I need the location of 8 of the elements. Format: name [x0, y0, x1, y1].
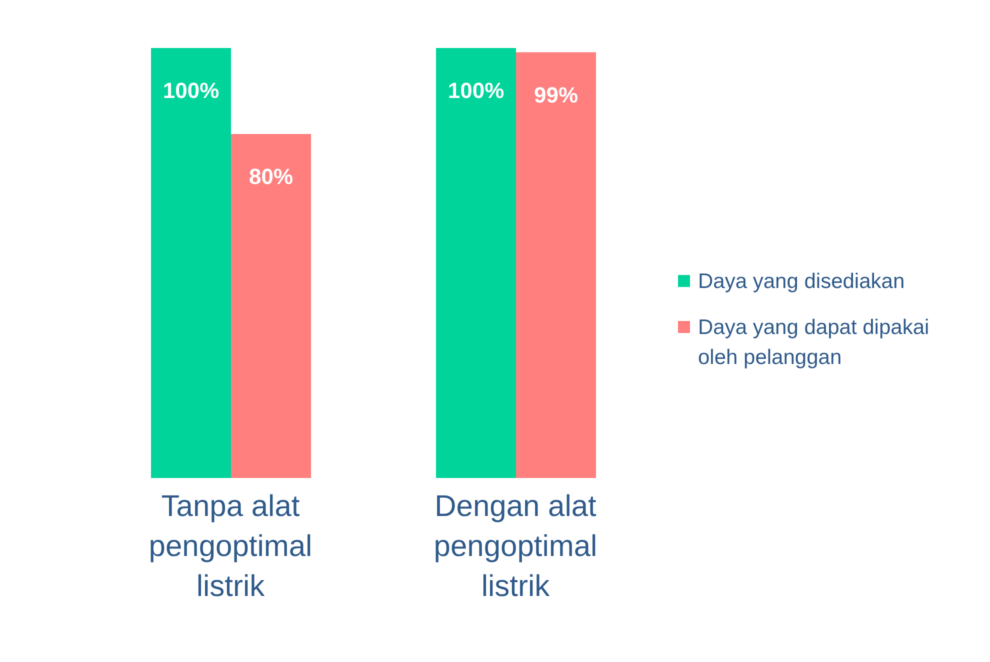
data-label: 80%	[248, 164, 294, 189]
legend-label: Daya yang dapat dipakai oleh pelanggan	[698, 315, 930, 371]
x-tick-label: Dengan alat pengoptimal listrik	[434, 490, 598, 603]
x-tick-label: Tanpa alat pengoptimal listrik	[148, 490, 312, 603]
data-label: 100%	[162, 78, 220, 103]
legend-label: Daya yang disediakan	[698, 269, 905, 295]
data-label: 99%	[534, 82, 578, 108]
data-label: 100%	[448, 78, 504, 103]
